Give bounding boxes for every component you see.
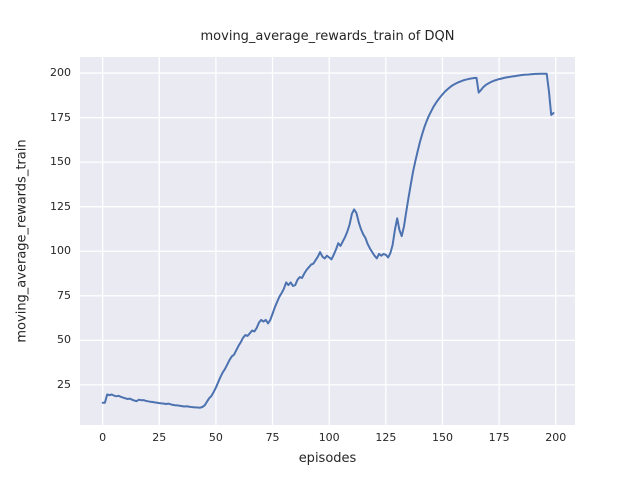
x-tick-label: 125 bbox=[375, 431, 397, 444]
y-tick-label: 125 bbox=[50, 199, 71, 213]
x-tick-label: 25 bbox=[152, 431, 167, 444]
x-tick-label: 200 bbox=[545, 431, 567, 444]
x-tick-label: 175 bbox=[488, 431, 510, 444]
y-tick-label: 75 bbox=[57, 288, 71, 302]
y-tick-label: 50 bbox=[57, 333, 71, 347]
x-tick-label: 0 bbox=[99, 431, 107, 444]
y-axis-label: moving_average_rewards_train bbox=[14, 139, 30, 343]
y-tick-label: 200 bbox=[50, 66, 71, 80]
chart-title: moving_average_rewards_train of DQN bbox=[200, 29, 455, 44]
x-tick-label: 150 bbox=[431, 431, 453, 444]
data-line bbox=[101, 72, 555, 409]
x-tick-label: 100 bbox=[318, 431, 340, 444]
x-tick-label: 50 bbox=[208, 431, 223, 444]
gridlines bbox=[80, 57, 575, 425]
y-tick-label: 100 bbox=[50, 244, 71, 258]
y-tick-label: 175 bbox=[50, 110, 71, 124]
y-tick-label: 150 bbox=[50, 155, 71, 169]
plot-area bbox=[80, 57, 575, 425]
x-axis-label: episodes bbox=[298, 451, 357, 466]
y-tick-label: 25 bbox=[57, 377, 71, 391]
x-tick-label: 75 bbox=[265, 431, 280, 444]
